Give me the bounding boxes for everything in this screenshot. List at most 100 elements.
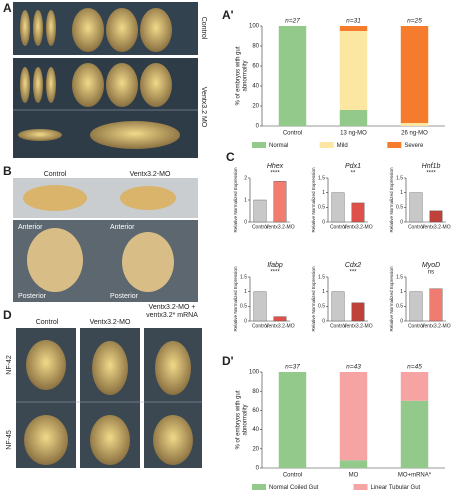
y-tick-label: 0: [244, 318, 247, 324]
gene-title: Pdx1: [345, 163, 361, 170]
row-label: NF-42: [6, 355, 13, 375]
bar-segment: [400, 123, 429, 126]
y-axis-label: abnormality: [243, 404, 249, 435]
y-tick-label: 2: [244, 175, 247, 181]
y-tick-label: 100: [249, 370, 260, 376]
bar-segment: [278, 26, 307, 126]
y-tick-label: 0: [400, 219, 403, 225]
y-tick-label: 1: [400, 289, 403, 295]
significance: ****: [270, 171, 280, 177]
y-axis-label: Relative Normalized Expression: [389, 266, 394, 332]
bar: [409, 192, 423, 223]
bar: [409, 291, 423, 322]
bar: [429, 288, 443, 322]
x-tick-label: Ventx3.2-MO: [343, 224, 372, 230]
y-tick-label: 40: [252, 427, 259, 433]
column-label: Ventx3.2-MO +: [149, 304, 196, 311]
y-axis-label: Relative Normalized Expression: [233, 167, 238, 233]
row-label: Control: [200, 17, 207, 40]
panel-letter: C: [226, 150, 235, 164]
y-axis-label: Relative Normalized Expression: [311, 266, 316, 332]
panel-letter: D: [3, 308, 12, 322]
x-tick-label: Control: [252, 323, 268, 329]
gene-title: MyoD: [422, 262, 440, 269]
legend-label: Severe: [404, 143, 424, 149]
n-label: n=25: [407, 18, 422, 25]
significance: **: [351, 171, 356, 177]
y-tick-label: 0: [322, 318, 325, 324]
x-tick-label: 13 ng-MO: [340, 131, 367, 137]
bar-segment: [339, 460, 368, 468]
y-tick-label: 1.5: [396, 274, 403, 280]
y-tick-label: 0.5: [318, 205, 325, 211]
gene-title: Cdx2: [345, 262, 361, 269]
y-tick-label: 1: [322, 190, 325, 196]
y-tick-label: 20: [252, 104, 259, 110]
x-tick-label: 26 ng-MO: [401, 131, 428, 137]
y-axis-label: % of embryos with gut: [236, 46, 242, 105]
bar: [273, 316, 287, 322]
y-tick-label: 0.5: [240, 304, 247, 310]
y-tick-label: 1.5: [318, 175, 325, 181]
x-tick-label: Control: [330, 224, 346, 230]
x-tick-label: MO+mRNA*: [398, 473, 432, 479]
x-tick-label: Control: [252, 224, 268, 230]
gene-title: Ifabp: [267, 262, 283, 269]
bar: [331, 192, 345, 223]
y-tick-label: 20: [252, 446, 259, 452]
region-label: Anterior: [18, 224, 43, 231]
panel-letter: D': [222, 354, 234, 368]
y-axis-label: abnormality: [243, 60, 249, 91]
gene-title: Hhex: [267, 163, 284, 170]
photo-panel-a: [13, 2, 198, 158]
region-label: Anterior: [110, 224, 135, 231]
y-tick-label: 0: [256, 466, 260, 472]
legend-swatch: [387, 142, 402, 148]
bar: [273, 181, 287, 223]
bar: [253, 199, 267, 223]
legend-label: Mild: [337, 143, 348, 149]
y-tick-label: 1.5: [240, 274, 247, 280]
y-axis-label: Relative Normalized Expression: [233, 266, 238, 332]
bar: [253, 291, 267, 322]
bar-segment: [278, 372, 307, 468]
bar: [429, 210, 443, 223]
significance: ***: [349, 270, 357, 276]
x-tick-label: Ventx3.2-MO: [421, 323, 450, 329]
significance: ns: [428, 270, 434, 276]
bar-segment: [339, 31, 368, 110]
column-label: Control: [44, 171, 67, 178]
legend-swatch: [353, 484, 368, 490]
region-label: Posterior: [110, 293, 139, 300]
n-label: n=45: [407, 364, 422, 371]
legend-label: Normal: [269, 143, 288, 149]
y-tick-label: 80: [252, 44, 259, 50]
panel-letter: A': [222, 8, 234, 22]
bar: [331, 291, 345, 322]
y-tick-label: 40: [252, 84, 259, 90]
y-tick-label: 1: [244, 197, 247, 203]
x-tick-label: Control: [330, 323, 346, 329]
bar-segment: [339, 26, 368, 31]
legend-label: Normal Coiled Gut: [269, 485, 319, 491]
bar-segment: [400, 372, 429, 401]
y-tick-label: 0.5: [396, 205, 403, 211]
legend-swatch: [252, 484, 266, 490]
x-tick-label: Control: [408, 323, 424, 329]
significance: ****: [270, 270, 280, 276]
bar: [351, 302, 365, 322]
y-tick-label: 80: [252, 389, 259, 395]
column-label: Ventx3.2-MO: [130, 171, 171, 178]
panel-letter: B: [3, 164, 12, 178]
y-tick-label: 1: [322, 289, 325, 295]
bar-segment: [400, 400, 429, 468]
y-axis-label: Relative Normalized Expression: [389, 167, 394, 233]
significance: ****: [426, 171, 436, 177]
y-tick-label: 60: [252, 64, 259, 70]
x-tick-label: Control: [408, 224, 424, 230]
x-tick-label: Ventx3.2-MO: [343, 323, 372, 329]
row-label: Ventx3.2 MO: [200, 87, 207, 128]
y-tick-label: 0.5: [318, 304, 325, 310]
x-tick-label: Ventx3.2-MO: [265, 323, 294, 329]
